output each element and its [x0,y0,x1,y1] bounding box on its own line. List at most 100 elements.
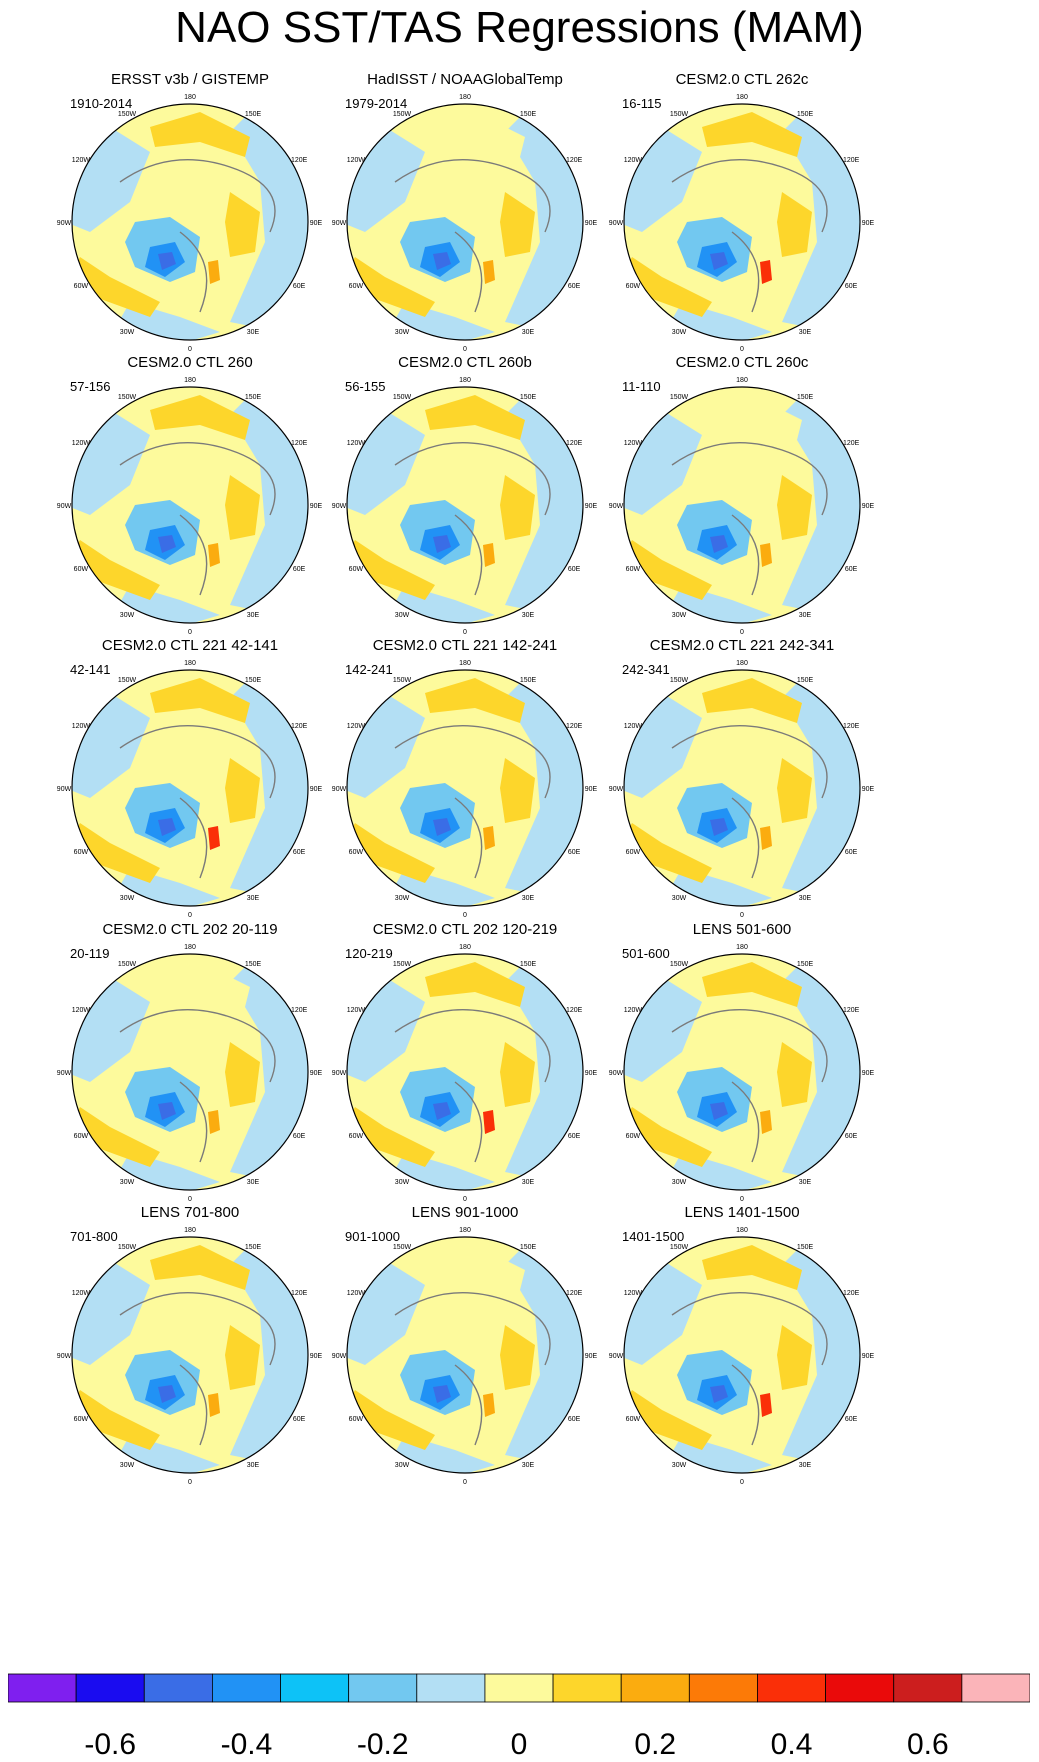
longitude-label: 120W [72,723,91,730]
map-panel: 180 150E 120E 90E 60E 30E 0 30W 60W 90W 120W 150W CE… [57,354,323,636]
panel-title: LENS 1401-1500 [684,1204,799,1221]
positive-region [777,758,812,823]
coastline [671,442,828,596]
longitude-label: 120W [72,1290,91,1297]
longitude-label: 150E [520,961,537,968]
longitude-label: 150W [118,677,137,684]
colorbar-box [143,1673,213,1703]
longitude-label: 60W [349,566,364,573]
longitude-label: 90W [609,220,624,227]
positive-region [777,1042,812,1107]
colorbar-box [620,1673,690,1703]
panel-title: CESM2.0 CTL 202 20-119 [102,921,277,938]
map-panel: 180 150E 120E 90E 60E 30E 0 30W 60W 90W 120W 150W CE… [332,637,598,919]
longitude-label: 180 [459,1227,471,1234]
map-field [347,104,583,340]
positive-region [150,962,250,1007]
longitude-label: 90W [332,1070,347,1077]
positive-region [347,1107,435,1167]
panel-title: HadISST / NOAAGlobalTemp [367,71,563,88]
longitude-label: 120W [624,1290,643,1297]
map-panel: 180 150E 120E 90E 60E 30E 0 30W 60W 90W 120W 150W CE… [609,354,875,636]
longitude-label: 90W [57,786,72,793]
longitude-label: 120E [566,157,583,164]
longitude-label: 120W [72,440,91,447]
map-border [346,386,584,624]
longitude-label: 90E [862,1353,875,1360]
positive-region [777,475,812,540]
negative-region [433,252,451,270]
longitude-label: 180 [736,377,748,384]
longitude-label: 150W [393,394,412,401]
panel-period: 901-1000 [345,1229,400,1244]
panel-period: 1401-1500 [622,1229,684,1244]
positive-region [777,1325,812,1390]
positive-region [72,540,160,600]
negative-region [158,535,176,553]
longitude-label: 30E [247,1179,260,1186]
map-panel: 180 150E 120E 90E 60E 30E 0 30W 60W 90W 120W 150W ER… [57,71,323,353]
longitude-label: 150E [797,111,814,118]
positive-region [72,1390,160,1450]
longitude-label: 30W [120,1462,135,1469]
colorbar-box [484,1673,554,1703]
longitude-label: 120E [843,1007,860,1014]
map-panel: 180 150E 120E 90E 60E 30E 0 30W 60W 90W 120W 150W Ha… [332,71,598,353]
longitude-label: 90E [585,220,598,227]
panel-period: 701-800 [70,1229,118,1244]
map-field [72,104,308,340]
longitude-label: 30E [799,612,812,619]
longitude-label: 30E [799,1179,812,1186]
positive-region [150,1245,250,1290]
map-panel: 180 150E 120E 90E 60E 30E 0 30W 60W 90W 120W 150W CE… [57,637,323,919]
longitude-label: 180 [459,944,471,951]
positive-region [500,758,535,823]
positive-region [425,1245,525,1290]
positive-region [225,192,260,257]
longitude-label: 150W [118,961,137,968]
map-border [71,1236,309,1474]
negative-region [710,1385,728,1403]
longitude-label: 30E [247,1462,260,1469]
negative-region [158,818,176,836]
panel-title: CESM2.0 CTL 221 42-141 [102,637,278,654]
positive-region [624,540,712,600]
panel-period: 1910-2014 [70,96,132,111]
longitude-label: 150W [670,111,689,118]
longitude-label: 30E [247,895,260,902]
colorbar-tick-label: -0.4 [221,1728,273,1761]
longitude-label: 90E [310,220,323,227]
negative-region [433,818,451,836]
longitude-label: 180 [184,377,196,384]
longitude-label: 60E [293,566,306,573]
longitude-label: 60E [568,1133,581,1140]
longitude-label: 30E [799,329,812,336]
longitude-label: 150E [245,394,262,401]
longitude-label: 60W [349,1416,364,1423]
longitude-label: 150W [118,111,137,118]
longitude-label: 30W [672,895,687,902]
longitude-label: 120W [347,157,366,164]
map-field [624,1237,860,1473]
longitude-label: 90E [310,1353,323,1360]
longitude-label: 90W [332,1353,347,1360]
coastline [119,1292,276,1446]
positive-region [72,1107,160,1167]
map-panel: 180 150E 120E 90E 60E 30E 0 30W 60W 90W 120W 150W CE… [609,71,875,353]
longitude-label: 60W [626,1416,641,1423]
longitude-label: 150W [393,677,412,684]
coastline [119,159,276,313]
positive-region [72,257,160,317]
negative-region [710,535,728,553]
positive-region [425,962,525,1007]
map-field [347,670,583,906]
map-border [346,1236,584,1474]
map-border [623,386,861,624]
longitude-label: 120E [291,440,308,447]
positive-region [347,540,435,600]
panel-title: CESM2.0 CTL 260 [127,354,252,371]
longitude-label: 30E [247,329,260,336]
longitude-label: 90E [585,503,598,510]
longitude-label: 120W [347,723,366,730]
longitude-label: 150E [245,111,262,118]
